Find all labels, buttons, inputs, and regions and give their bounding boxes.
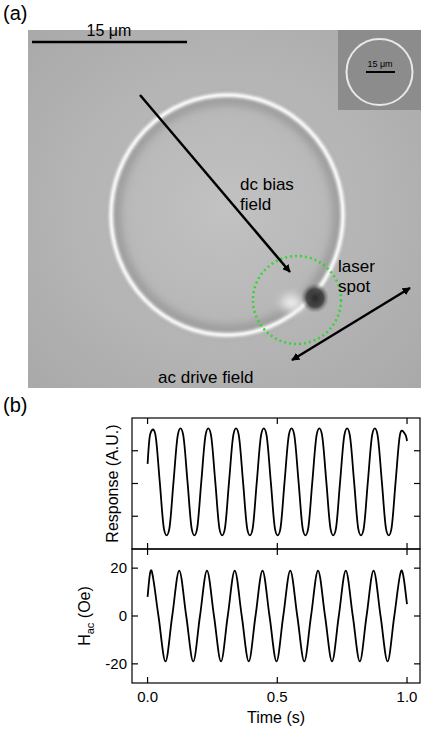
ring-core — [111, 95, 343, 335]
data-group — [148, 428, 407, 535]
y-title-sub: ac — [84, 622, 96, 634]
scale-label: 15 μm — [87, 22, 132, 39]
ac-label: ac drive field — [158, 368, 253, 387]
x-tick-label: 1.0 — [397, 688, 418, 705]
data-line — [148, 570, 407, 661]
text-line: spot — [338, 277, 370, 296]
x-tick — [147, 418, 148, 424]
x-tick — [406, 677, 407, 683]
spot-circle — [253, 256, 341, 344]
x-tick — [277, 677, 278, 683]
y-tick-label: 0 — [119, 607, 127, 624]
micrograph — [28, 30, 421, 388]
plot: 0.0 0.5 1.0 -20 0 20 Hac (Oe) Time (s) — [76, 549, 420, 726]
ring-shadow — [116, 100, 338, 330]
laser-spot — [301, 283, 329, 313]
ac-arrow — [292, 288, 410, 360]
laser-glow — [281, 295, 303, 311]
text-line: laser — [338, 257, 375, 276]
inset-ring — [347, 39, 413, 105]
x-tick — [406, 543, 407, 549]
inset — [338, 30, 421, 110]
x-tick — [147, 677, 148, 683]
y-tick-label: 20 — [110, 559, 127, 576]
text-line: field — [240, 195, 271, 214]
y-tick — [132, 483, 138, 484]
x-tick — [277, 549, 278, 555]
panel-label: (a) — [3, 2, 27, 24]
x-tick — [277, 418, 278, 424]
panel-a: 15 μm 15 μm dc biasfield laserspot ac drive … — [28, 22, 421, 388]
text-line: dc bias — [240, 175, 294, 194]
plot: Response (A.U.) — [104, 418, 420, 549]
inset-scale-bar — [366, 71, 395, 73]
y-tick — [414, 483, 420, 484]
x-axis-title: Time (s) — [247, 709, 305, 726]
panel-label: (b) — [3, 394, 27, 416]
x-tick-label: 0.5 — [267, 688, 288, 705]
scale-bar — [32, 41, 187, 44]
y-title-part: H — [76, 634, 93, 646]
data-line — [148, 428, 407, 535]
data-group — [148, 570, 407, 661]
x-tick-label: 0.0 — [137, 688, 158, 705]
x-tick — [147, 543, 148, 549]
y-axis-title: Response (A.U.) — [104, 424, 121, 542]
y-tick — [414, 615, 420, 616]
y-tick — [132, 615, 138, 616]
x-tick — [406, 549, 407, 555]
y-title-part: (Oe) — [76, 586, 93, 622]
y-tick — [132, 450, 138, 451]
x-tick — [147, 549, 148, 555]
y-axis-title: Hac (Oe) — [76, 586, 96, 646]
inset-scale-label: 15 μm — [367, 59, 392, 69]
laser-label: laserspot — [338, 257, 375, 296]
x-tick — [277, 543, 278, 549]
y-tick — [132, 568, 138, 569]
y-tick — [414, 450, 420, 451]
y-tick-label: -20 — [105, 655, 127, 672]
ring — [111, 95, 343, 335]
y-tick — [414, 568, 420, 569]
y-tick — [414, 516, 420, 517]
x-tick — [406, 418, 407, 424]
plot-frame — [132, 418, 420, 549]
y-tick — [132, 663, 138, 664]
y-tick — [414, 663, 420, 664]
plot-frame — [132, 549, 420, 683]
dc-label: dc biasfield — [240, 175, 294, 214]
y-tick — [132, 516, 138, 517]
figure: 15 μm 15 μm dc biasfield laserspot ac drive … — [0, 0, 425, 744]
